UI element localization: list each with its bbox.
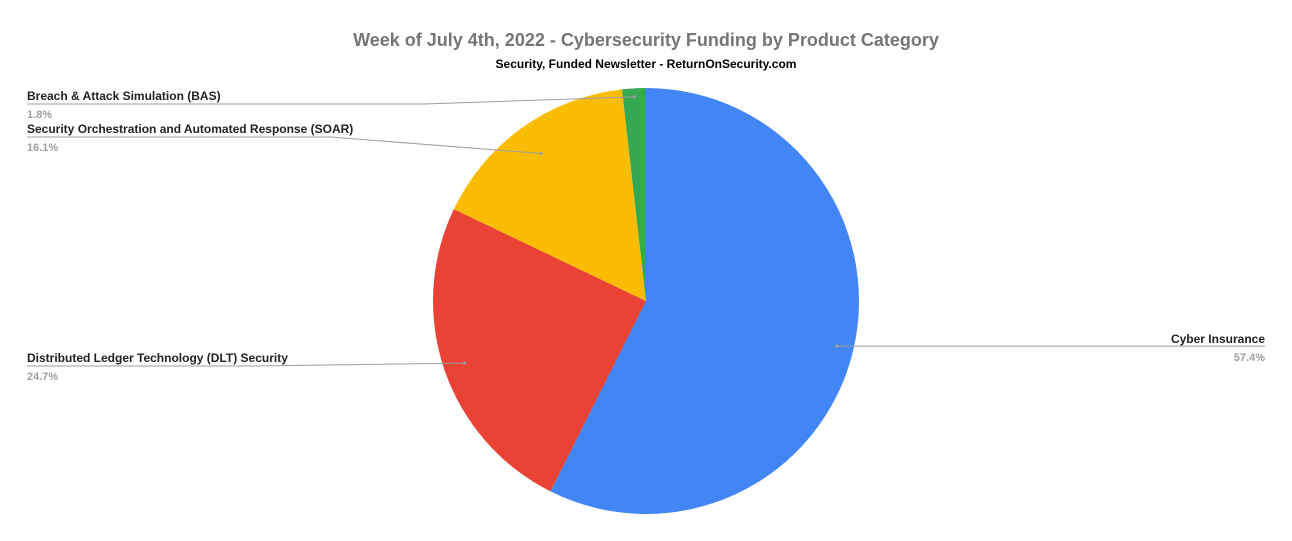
slice-percent-3: 16.1% (27, 142, 58, 154)
slice-percent-2: 24.7% (27, 371, 58, 383)
pie-slice-4[interactable] (621, 88, 646, 301)
slice-label-1: Cyber Insurance (1171, 332, 1265, 346)
leader-line-2 (27, 362, 465, 367)
leader-line-4 (27, 96, 635, 105)
slice-label-3: Security Orchestration and Automated Res… (27, 122, 353, 136)
chart-subtitle: Security, Funded Newsletter - ReturnOnSe… (496, 57, 797, 71)
pie-slice-2[interactable] (433, 209, 646, 492)
pie-slice-1[interactable] (550, 88, 859, 514)
slice-labels: Cyber Insurance 57.4% Distributed Ledger T… (27, 89, 1265, 383)
slice-label-4: Breach & Attack Simulation (BAS) (27, 89, 221, 103)
slice-percent-1: 57.4% (1234, 352, 1265, 364)
pie-slice-3[interactable] (453, 89, 646, 301)
slice-percent-4: 1.8% (27, 109, 52, 121)
leader-dot-1 (835, 344, 839, 348)
leader-line-3 (27, 136, 542, 155)
slice-label-2: Distributed Ledger Technology (DLT) Secu… (27, 351, 288, 365)
leader-dot-2 (463, 361, 467, 365)
pie-slices (433, 88, 859, 514)
leader-dot-4 (632, 95, 637, 99)
leader-dot-3 (539, 151, 543, 156)
chart-title: Week of July 4th, 2022 - Cybersecurity F… (353, 30, 939, 50)
